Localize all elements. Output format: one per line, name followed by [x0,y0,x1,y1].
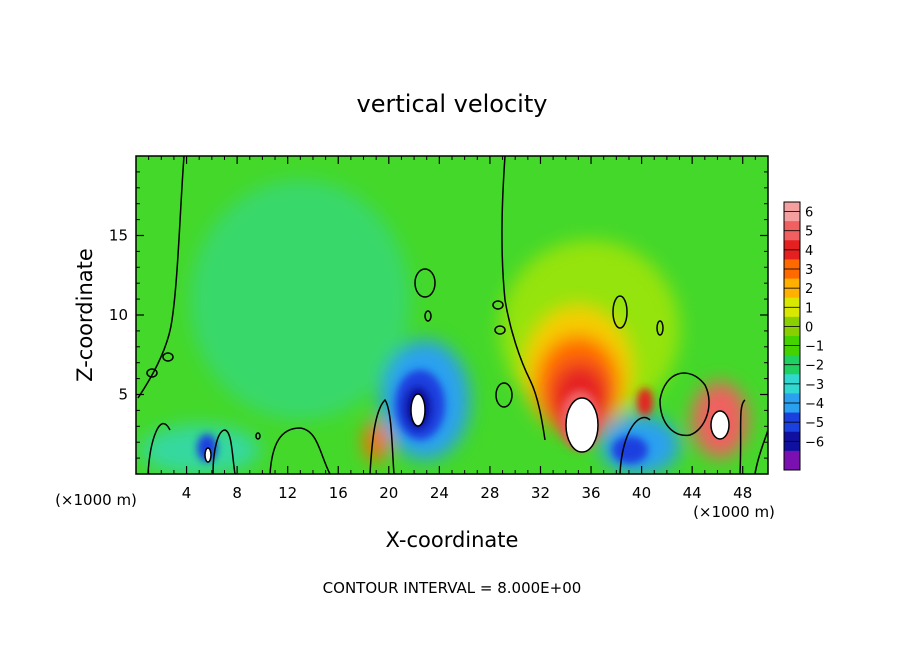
plot-area [135,155,769,475]
white-core-red-2 [711,411,729,439]
contour-line [146,368,158,378]
x-axis-ticks: 4 8 12 16 20 24 28 32 36 40 44 48 [148,156,756,502]
colorbar-label: −1 [805,340,824,355]
x-tick-label: 32 [531,484,550,502]
contour-line [255,432,261,440]
chart-title: vertical velocity [357,90,548,118]
x-unit-left: (×1000 m) [55,491,137,509]
x-tick-label: 4 [182,484,192,502]
white-core-blue [411,394,425,426]
white-core-small [205,448,211,462]
cyan-region [190,180,410,420]
contour-interval-note: CONTOUR INTERVAL = 8.000E+00 [323,579,582,597]
colorbar-label: 3 [805,263,813,278]
colorbar-label: 5 [805,225,813,240]
contour-line [754,429,768,474]
colorbar-label: −4 [805,397,824,412]
contour-line [369,398,395,474]
contour-line [414,268,436,298]
colorbar: 6 5 4 3 2 1 0 −1 −2 −3 −4 −5 −6 [783,201,824,471]
colorbar-label: −6 [805,435,824,450]
x-tick-label: 44 [683,484,702,502]
x-axis-label: X-coordinate [386,528,519,552]
contour-line [495,382,513,408]
x-tick-label: 48 [733,484,752,502]
x-tick-label: 28 [480,484,499,502]
contour-line [147,422,171,474]
x-tick-label: 36 [581,484,600,502]
colorbar-label: −5 [805,416,824,431]
contour-line [565,397,599,453]
red-spot-left [364,422,388,462]
x-tick-label: 20 [379,484,398,502]
contour-line [212,429,236,474]
x-tick-label: 24 [430,484,449,502]
x-tick-label: 12 [278,484,297,502]
contour-lines [137,156,768,474]
x-tick-label: 40 [632,484,651,502]
x-tick-label: 16 [329,484,348,502]
colorbar-label: −3 [805,378,824,393]
contour-line [137,156,185,399]
contour-line [269,427,331,474]
y-tick-label: 10 [109,306,128,324]
x-unit-right: (×1000 m) [693,503,775,521]
contour-line [619,416,651,474]
y-axis-label: Z-coordinate [73,248,97,382]
colorbar-frame [783,201,801,471]
colorbar-label: 2 [805,282,813,297]
colorbar-label: 4 [805,244,813,259]
contour-line [410,393,426,427]
colorbar-label: 6 [805,206,813,221]
colorbar-label: 0 [805,320,813,335]
contour-line [656,320,664,336]
colorbar-swatch [784,450,800,471]
contour-line [492,300,504,310]
contour-line [501,156,546,441]
x-tick-label: 8 [232,484,242,502]
y-tick-label: 5 [118,386,128,404]
colorbar-label: 1 [805,301,813,316]
contour-line [710,410,730,440]
colorbar-label: −2 [805,359,824,374]
contour-line [204,447,212,463]
contour-line [612,295,628,329]
blue-core-right [612,436,648,464]
contour-line [424,310,432,322]
y-tick-label: 15 [109,227,128,245]
contour-line [494,325,506,335]
y-axis-ticks: 5 10 15 [109,171,768,459]
contour-line [659,372,710,437]
red-core-small [637,388,653,416]
contour-line [162,352,174,362]
contour-line [739,399,746,474]
white-core-red [566,398,598,452]
